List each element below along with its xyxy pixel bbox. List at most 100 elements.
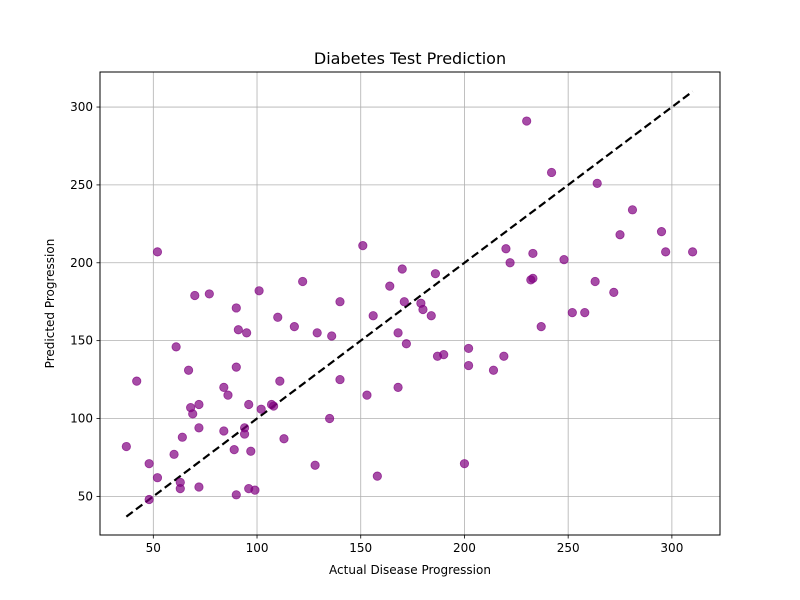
data-point [459,459,470,469]
data-point [368,311,378,321]
data-point [488,365,499,375]
data-point [231,490,241,500]
data-point [656,227,667,237]
data-point [688,247,698,257]
data-point [661,247,671,257]
data-point [615,230,625,240]
data-point [399,297,409,307]
plot-frame [99,71,721,536]
data-point [275,376,285,386]
reference-line [125,90,694,518]
data-point [254,286,264,296]
data-point [169,449,179,459]
data-point [546,167,557,178]
data-point [393,328,403,338]
data-point [397,264,407,274]
data-point [152,247,163,257]
data-point [256,404,266,414]
data-point [430,269,441,279]
data-point [223,390,233,400]
data-point [298,276,308,287]
data-point [204,289,214,299]
data-point [418,304,428,315]
data-point [439,350,449,360]
data-point [183,365,194,375]
data-point [269,401,279,411]
data-point [144,459,154,469]
y-axis-label: Predicted Progression [43,239,57,369]
data-point [358,241,368,251]
x-tick-label: 200 [453,541,476,555]
data-point [233,325,243,335]
x-tick-label: 50 [146,541,161,555]
data-points [121,116,698,505]
data-point [463,343,474,354]
data-point [528,248,538,259]
x-tick-label: 150 [349,541,372,555]
data-point [121,441,131,452]
data-point [152,473,163,483]
data-point [231,303,241,313]
data-point [279,434,289,444]
data-point [393,382,403,392]
x-tick-label: 100 [246,541,269,555]
data-point [194,399,204,410]
data-point [132,376,142,386]
data-point [188,409,198,419]
data-point [590,276,600,287]
data-point [385,281,395,291]
data-point [592,178,602,188]
data-point [310,460,320,470]
data-point [177,432,187,442]
data-point [219,426,229,436]
x-tick-label: 300 [660,541,683,555]
data-point [289,322,299,332]
data-point [244,399,254,410]
x-axis-label: Actual Disease Progression [329,563,491,577]
data-point [609,287,619,297]
y-tick-label: 200 [70,256,93,270]
y-tick-label: 100 [70,412,93,426]
data-point [567,308,577,318]
y-tick-label: 50 [78,489,93,503]
data-point [229,445,239,455]
data-point [501,244,511,254]
data-point [190,290,200,301]
chart-title: Diabetes Test Prediction [314,49,506,68]
data-point [362,390,372,400]
data-point [372,471,382,481]
data-point [250,485,260,495]
y-tick-label: 250 [70,178,93,192]
y-tick-label: 300 [70,100,93,114]
reference-line-layer [125,90,694,518]
data-point [401,339,411,349]
data-point [144,494,154,505]
data-point [522,116,532,126]
data-point [194,482,204,492]
data-point [499,351,509,361]
x-tick-label: 250 [557,541,580,555]
data-point [335,374,345,385]
data-point [273,312,283,322]
x-axis-ticks: 50 100 150 200 250 300 [146,535,683,555]
data-point [327,331,337,341]
data-point [528,273,538,283]
y-axis-ticks: 50 100 150 200 250 300 [70,100,100,503]
data-point [559,255,569,265]
data-point [335,297,345,307]
data-point [312,328,322,338]
data-point [239,429,250,439]
data-point [580,308,590,318]
data-point [231,362,241,372]
data-point [194,423,204,433]
data-point [171,342,181,352]
data-point [627,205,638,215]
data-point [505,258,515,268]
grid-lines [100,72,720,535]
data-point [246,446,256,456]
data-point [426,311,436,321]
data-point [463,360,474,371]
data-point [175,483,185,494]
